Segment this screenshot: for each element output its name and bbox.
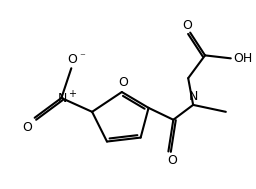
Text: OH: OH [233,52,252,65]
Text: O: O [22,121,32,134]
Text: O: O [182,19,192,32]
Text: ⁻: ⁻ [79,52,85,62]
Text: N: N [188,90,198,103]
Text: N: N [58,92,67,105]
Text: +: + [68,89,76,99]
Text: O: O [118,76,128,89]
Text: O: O [167,154,177,167]
Text: O: O [67,53,77,66]
